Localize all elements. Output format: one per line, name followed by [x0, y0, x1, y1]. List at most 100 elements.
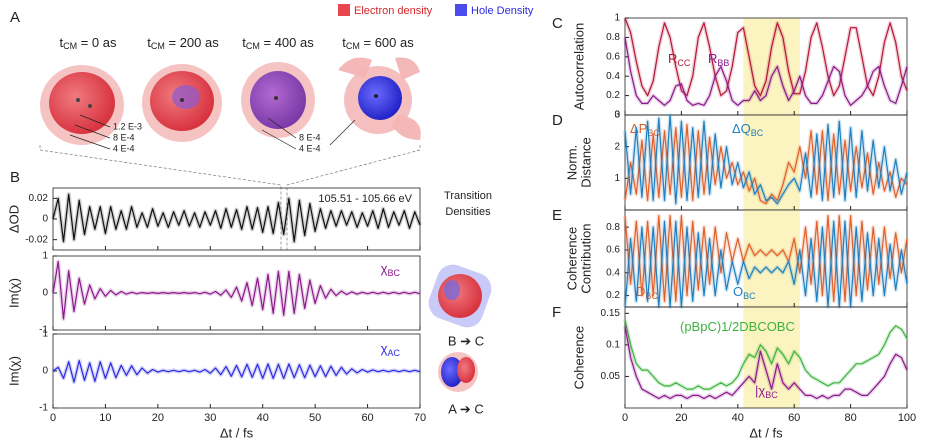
y-axis-label: Norm. — [564, 145, 579, 180]
series-label: RBB — [708, 51, 729, 68]
series-name: R — [668, 51, 677, 66]
transition-density — [457, 357, 475, 383]
snapshot-labels: tCM = 0 as tCM = 200 as tCM = 400 as tCM… — [59, 35, 414, 51]
y-tick-label: 0 — [42, 214, 48, 225]
zoom-line — [286, 145, 421, 250]
series-sub: AC — [387, 348, 400, 358]
atom — [274, 96, 278, 100]
iso-label: 4 E-4 — [299, 143, 321, 153]
y-tick-label: 2 — [614, 141, 620, 152]
series-name: χ — [381, 341, 388, 356]
series-label: OBC — [733, 284, 756, 301]
y-tick-label: 0 — [42, 366, 48, 377]
transition-renders — [428, 264, 492, 392]
x-tick-label: 20 — [152, 412, 164, 424]
transition-label: A ➔ C — [448, 401, 483, 416]
line — [624, 325, 908, 400]
line — [624, 114, 908, 205]
y-tick-label: 0.4 — [606, 71, 620, 82]
series-label: ΔQBC — [732, 121, 764, 138]
iso-label: 4 E-4 — [113, 143, 135, 153]
panel-letter: E — [552, 207, 562, 224]
series-label: (pBpC)1/2DBCOBC — [680, 319, 795, 334]
y-tick-label: 0.2 — [606, 90, 620, 101]
line — [52, 193, 421, 243]
y-tick-label: 0.05 — [601, 371, 621, 382]
series-name: O — [733, 284, 743, 299]
x-tick-label: 70 — [414, 412, 426, 424]
series-label: χBC — [381, 261, 401, 278]
line — [52, 261, 421, 320]
series-name: ΔP — [630, 121, 647, 136]
y-tick-label: 0 — [42, 288, 48, 299]
y-tick-label: 1 — [614, 173, 620, 184]
y-axis-label: Distance — [578, 137, 593, 188]
y-tick-label: 0 — [614, 110, 620, 121]
y-tick-label: 0.02 — [29, 193, 49, 204]
series-sub: BB — [717, 58, 729, 68]
legend-label: Electron density — [354, 5, 433, 17]
x-tick-label: 40 — [257, 412, 269, 424]
y-tick-label: 1 — [42, 329, 48, 340]
x-tick-label: 60 — [361, 412, 373, 424]
series-label: |χBC — [755, 383, 778, 400]
hole-density — [172, 85, 200, 109]
leader — [329, 119, 356, 146]
y-tick-label: 0.6 — [606, 245, 620, 256]
series-name: D — [636, 284, 645, 299]
x-tick-label: 10 — [99, 412, 111, 424]
y-axis-label: ΔOD — [6, 205, 21, 233]
panel-letter: D — [552, 112, 563, 129]
legend-swatch — [338, 4, 350, 16]
panel-letter: A — [10, 9, 20, 26]
density-lobe — [395, 57, 420, 80]
snapshot-label: tCM = 600 as — [342, 35, 414, 51]
electron-density — [49, 72, 115, 134]
series-name: (pBpC)1/2DBCOBC — [680, 319, 795, 334]
plot-frame — [624, 306, 908, 409]
line — [624, 123, 908, 205]
line — [624, 215, 908, 302]
chart: -0.02 0 0.02 ΔOD 105.51 - 105.66 eV B — [6, 169, 422, 251]
series-sub: CC — [677, 58, 690, 68]
series-sub: BC — [387, 268, 400, 278]
leader — [69, 134, 111, 150]
x-tick-label: 40 — [732, 412, 744, 424]
series-sub: BC — [645, 291, 658, 301]
panel-letter: F — [552, 304, 561, 321]
x-axis-label: Δt / fs — [220, 425, 254, 440]
series-name: χ — [381, 261, 388, 276]
y-tick-label: 0.6 — [606, 51, 620, 62]
leader — [267, 117, 297, 139]
snapshot-label: tCM = 200 as — [147, 35, 219, 51]
series-sub: BC — [765, 390, 778, 400]
iso-leaders — [69, 114, 356, 150]
x-tick-label: 20 — [675, 412, 687, 424]
line — [624, 220, 908, 308]
x-tick-label: 30 — [204, 412, 216, 424]
y-tick-label: 0.2 — [606, 290, 620, 301]
y-tick-label: 1 — [42, 251, 48, 262]
series-name: |χ — [755, 383, 765, 398]
atom — [88, 104, 92, 108]
leader — [79, 114, 111, 128]
series-name: R — [708, 51, 717, 66]
y-axis-label: Coherence — [571, 326, 586, 390]
chart: 0.05 0.1 0.15 0 20 40 60 80 100 (pBpC)1/2DBCOBC |χ… — [552, 304, 916, 440]
series-label: DBC — [636, 284, 658, 301]
transition-density — [441, 357, 463, 387]
line — [52, 360, 421, 383]
chart: -1 0 1 χBC Im(χ) — [6, 251, 421, 336]
series-label: χAC — [381, 341, 401, 358]
atom — [180, 98, 184, 102]
x-axis-label: Δt / fs — [749, 425, 783, 440]
snapshot-label: tCM = 0 as — [59, 35, 117, 51]
y-tick-label: 0.15 — [601, 308, 621, 319]
line — [624, 37, 908, 106]
transition-density — [444, 280, 460, 300]
leader — [261, 129, 297, 150]
